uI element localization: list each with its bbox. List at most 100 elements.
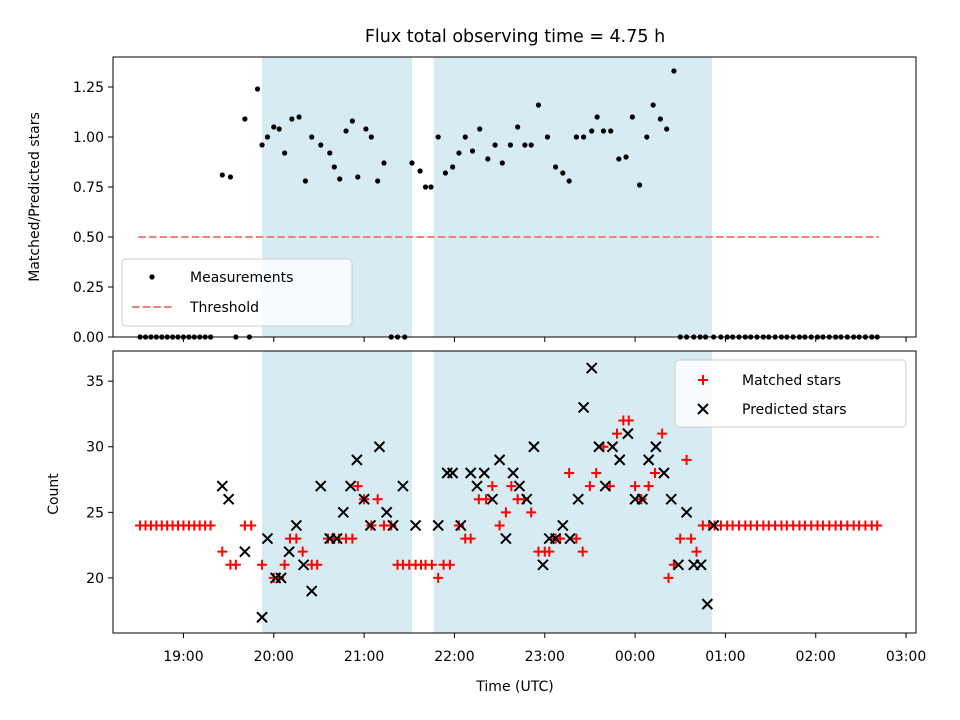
top-y-tick-label: 0.50: [73, 230, 104, 246]
bottom-matched-stars-point: [347, 533, 358, 544]
legend-box: [674, 359, 907, 428]
x-tick-label: 21:00: [344, 649, 384, 665]
top-measurements-point: [259, 142, 265, 148]
bottom-matched-stars-point: [297, 546, 308, 557]
bottom-predicted-stars-point: [358, 493, 370, 505]
top-measurements-point: [254, 86, 261, 92]
bottom-matched-stars-point: [872, 520, 883, 531]
bottom-y-tick-label: 30: [86, 440, 104, 456]
bottom-matched-stars-point: [500, 507, 511, 518]
bottom-shaded-span-1: [433, 351, 712, 633]
bottom-predicted-stars-point: [572, 493, 584, 505]
x-axis-label: Time (UTC): [475, 679, 553, 695]
bottom-predicted-stars-point: [290, 519, 303, 532]
bottom-predicted-stars-point: [537, 559, 549, 571]
top-measurements-point: [450, 164, 456, 170]
legend-marker-measurements: [149, 274, 155, 280]
top-measurements-point: [507, 142, 514, 148]
top-measurements-point: [417, 168, 423, 174]
top-measurements-point: [657, 116, 663, 122]
top-measurements-point: [289, 116, 295, 122]
bottom-predicted-stars-point: [665, 493, 677, 505]
bottom-matched-stars-point: [312, 559, 323, 570]
bottom-matched-stars-point: [630, 481, 641, 492]
top-measurements-point: [422, 184, 429, 190]
bottom-matched-stars-point: [494, 520, 505, 531]
bottom-predicted-stars-point: [528, 441, 540, 453]
bottom-predicted-stars-point: [701, 598, 714, 610]
bottom-predicted-stars-point: [642, 454, 655, 466]
bottom-predicted-stars-point: [471, 480, 483, 492]
bottom-predicted-stars-point: [256, 611, 268, 623]
bottom-predicted-stars-point: [500, 532, 512, 545]
bottom-matched-stars-point: [623, 415, 634, 426]
bottom-predicted-stars-point: [222, 493, 235, 505]
top-measurements-point: [302, 178, 308, 184]
top-measurements-point: [368, 134, 374, 140]
top-y-tick-label: 0.25: [73, 280, 104, 296]
bottom-matched-stars-point: [444, 559, 455, 570]
top-y-tick-label: 1.00: [73, 130, 104, 146]
bottom-predicted-stars-point: [507, 467, 519, 479]
legend-marker-matched: [698, 375, 708, 385]
bottom-matched-stars-point: [352, 481, 363, 492]
x-tick-label: 02:00: [796, 649, 836, 665]
bottom-matched-stars-point: [246, 520, 257, 531]
top-measurements-point: [428, 184, 434, 190]
top-measurements-point: [629, 114, 635, 120]
top-measurements-point: [515, 124, 521, 130]
bottom-predicted-stars-point: [216, 480, 229, 492]
bottom-predicted-stars-point: [680, 506, 693, 519]
top-measurements-point: [264, 134, 271, 140]
bottom-predicted-stars-point: [614, 454, 626, 466]
top-measurements-point: [381, 160, 387, 166]
top-measurements-point: [600, 128, 607, 134]
bottom-predicted-stars-point: [650, 441, 662, 453]
bottom-predicted-stars-point: [658, 467, 670, 479]
x-tick-label: 01:00: [705, 649, 745, 665]
bottom-matched-stars-point: [205, 520, 216, 531]
bottom-matched-stars-point: [291, 533, 302, 544]
bottom-matched-stars-point: [433, 572, 444, 583]
bottom-matched-stars-point: [663, 572, 674, 583]
top-measurements-point: [566, 178, 572, 184]
bottom-predicted-stars-point: [593, 441, 605, 453]
bottom-panel: 20 25 30 35 19:00 20:00 21:00 22:00 23:00 00:00 01…: [86, 350, 926, 665]
bottom-matched-stars-point: [571, 533, 582, 544]
top-measurements-point: [343, 128, 349, 134]
top-shaded-span-1: [433, 57, 712, 337]
top-measurements-point: [528, 142, 534, 148]
top-y-tick-label: 0.00: [73, 330, 104, 346]
bottom-predicted-stars-point: [455, 519, 467, 532]
bottom-matched-stars-point: [649, 467, 660, 478]
bottom-axes-frame: [112, 350, 917, 634]
bottom-predicted-stars-point: [707, 519, 720, 532]
bottom-predicted-stars-point: [577, 401, 590, 414]
top-measurements-point: [522, 142, 528, 148]
bottom-predicted-stars-point: [557, 519, 569, 532]
bottom-predicted-stars-point: [564, 532, 576, 545]
top-measurements-point: [331, 164, 337, 170]
legend-label-threshold: Threshold: [189, 300, 259, 316]
bottom-predicted-stars-point: [373, 441, 386, 453]
bottom-matched-stars-point: [544, 546, 555, 557]
bottom-matched-stars-point: [564, 467, 575, 478]
top-measurements-point: [477, 126, 483, 132]
bottom-matched-stars-point: [230, 559, 241, 570]
bottom-predicted-stars-point: [586, 362, 598, 374]
top-measurements-point: [499, 160, 505, 166]
top-measurements-point: [282, 150, 288, 156]
top-measurements-point: [219, 172, 225, 178]
bottom-matched-stars-point: [426, 559, 437, 570]
x-tick-label: 20:00: [254, 649, 294, 665]
bottom-legend: Matched stars Predicted stars: [674, 359, 907, 428]
bottom-matched-stars-point: [577, 546, 588, 557]
bottom-matched-stars-point: [487, 481, 498, 492]
bottom-matched-stars-point: [481, 494, 492, 505]
bottom-predicted-stars-point: [606, 441, 619, 453]
bottom-predicted-stars-point: [549, 532, 562, 545]
top-y-tick-label: 0.75: [73, 180, 104, 196]
bottom-predicted-stars-point: [261, 532, 274, 545]
bottom-y-tick-label: 25: [86, 505, 104, 521]
